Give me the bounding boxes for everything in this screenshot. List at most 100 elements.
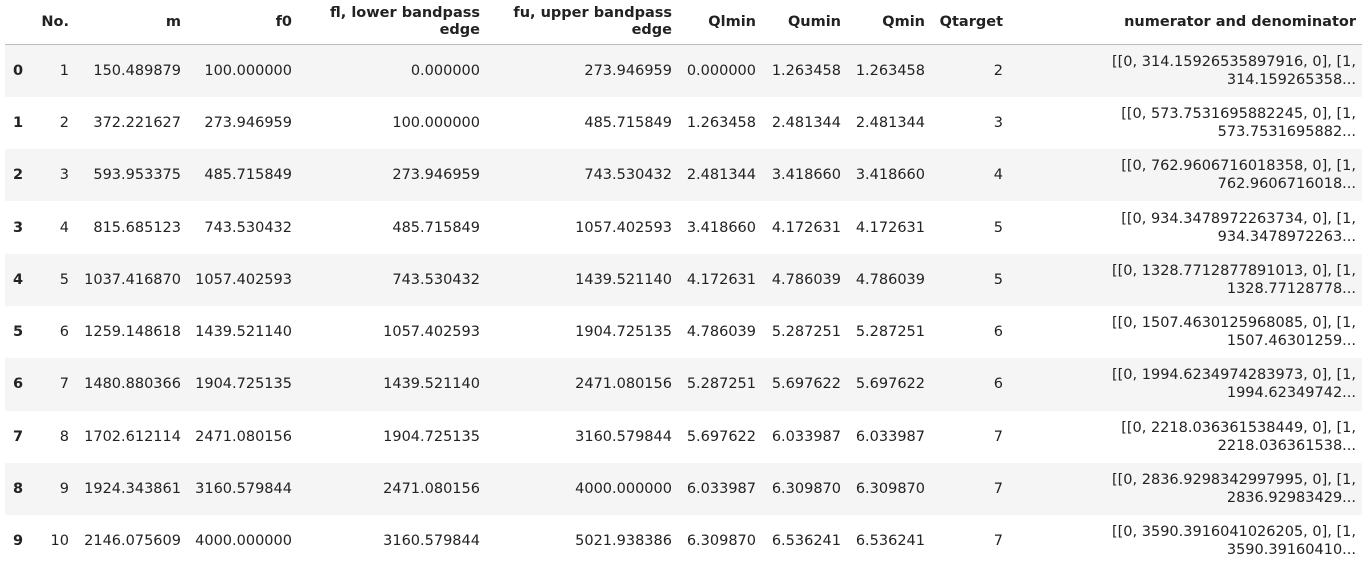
nd-line-1: [[0, 3590.3916041026205, 0], [1,	[1111, 524, 1356, 541]
nd-line-2: 762.9606716018...	[1217, 176, 1356, 193]
cell-no: 5	[59, 271, 69, 288]
cell-qumin: 2.481344	[771, 114, 841, 131]
cell-numerator-denominator: [[0, 2218.036361538449, 0], [1, 2218.036…	[1009, 411, 1362, 463]
cell-qmin: 3.418660	[855, 167, 925, 184]
cell-qumin: 3.418660	[771, 167, 841, 184]
cell-qtarget: 7	[993, 428, 1003, 445]
header-index	[5, 0, 35, 45]
cell-fl: 273.946959	[392, 167, 480, 184]
table-row: 8 9 1924.343861 3160.579844 2471.080156 …	[5, 462, 1362, 516]
nd-line-1: [[0, 1328.7712877891013, 0], [1,	[1111, 262, 1356, 279]
cell-qmin: 1.263458	[855, 62, 925, 79]
cell-qlmin: 6.309870	[686, 533, 756, 550]
cell-no: 10	[50, 533, 69, 550]
row-index: 4	[13, 271, 24, 288]
cell-qlmin: 1.263458	[686, 114, 756, 131]
cell-qtarget: 7	[993, 533, 1003, 550]
cell-fl: 3160.579844	[383, 533, 480, 550]
cell-m: 1259.148618	[84, 324, 181, 341]
cell-qtarget: 6	[993, 324, 1003, 341]
nd-line-1: [[0, 2218.036361538449, 0], [1,	[1121, 419, 1356, 436]
header-qlmin: Qlmin	[678, 0, 762, 45]
cell-qlmin: 4.786039	[686, 324, 756, 341]
nd-line-2: 314.159265358...	[1226, 71, 1356, 88]
header-row: No. m f0 fl, lower bandpass edge fu, upp…	[5, 0, 1362, 45]
table-row: 1 2 372.221627 273.946959 100.000000 485…	[5, 97, 1362, 149]
cell-qumin: 6.033987	[771, 428, 841, 445]
cell-f0: 2471.080156	[195, 428, 292, 445]
header-fl: fl, lower bandpass edge	[298, 0, 486, 45]
cell-numerator-denominator: [[0, 3590.3916041026205, 0], [1, 3590.39…	[1009, 515, 1362, 567]
nd-line-2: 2218.036361538...	[1217, 437, 1356, 454]
nd-line-2: 1507.46301259...	[1226, 333, 1356, 350]
table-row: 6 7 1480.880366 1904.725135 1439.521140 …	[5, 358, 1362, 411]
cell-fu: 1057.402593	[575, 219, 672, 236]
header-qtarget: Qtarget	[931, 0, 1009, 45]
cell-fl: 1904.725135	[383, 428, 480, 445]
cell-m: 1702.612114	[84, 428, 181, 445]
cell-fu: 273.946959	[584, 62, 672, 79]
table-row: 3 4 815.685123 743.530432 485.715849 105…	[5, 201, 1362, 253]
cell-m: 815.685123	[93, 219, 181, 236]
header-qumin: Qumin	[762, 0, 847, 45]
cell-qmin: 6.033987	[855, 428, 925, 445]
nd-line-1: [[0, 762.9606716018358, 0], [1,	[1121, 158, 1356, 175]
cell-qlmin: 4.172631	[686, 271, 756, 288]
cell-numerator-denominator: [[0, 1507.4630125968085, 0], [1, 1507.46…	[1009, 306, 1362, 358]
row-index: 9	[13, 533, 24, 550]
dataframe-table: No. m f0 fl, lower bandpass edge fu, upp…	[5, 0, 1362, 567]
cell-m: 593.953375	[93, 167, 181, 184]
cell-f0: 1904.725135	[195, 376, 292, 393]
cell-qlmin: 5.287251	[686, 376, 756, 393]
cell-qmin: 6.309870	[855, 481, 925, 498]
cell-fl: 0.000000	[410, 62, 480, 79]
cell-m: 372.221627	[93, 114, 181, 131]
nd-line-2: 3590.39160410...	[1226, 542, 1356, 559]
table-row: 9 10 2146.075609 4000.000000 3160.579844…	[5, 515, 1362, 567]
cell-fu: 4000.000000	[575, 481, 672, 498]
cell-qmin: 2.481344	[855, 114, 925, 131]
cell-f0: 4000.000000	[195, 533, 292, 550]
cell-fl: 485.715849	[392, 219, 480, 236]
cell-qmin: 5.697622	[855, 376, 925, 393]
cell-qtarget: 7	[993, 481, 1003, 498]
nd-line-1: [[0, 573.7531695882245, 0], [1,	[1121, 105, 1356, 122]
nd-line-2: 573.7531695882...	[1217, 123, 1356, 140]
table-body: 0 1 150.489879 100.000000 0.000000 273.9…	[5, 44, 1362, 568]
cell-qtarget: 4	[993, 167, 1003, 184]
cell-f0: 273.946959	[204, 114, 292, 131]
cell-f0: 3160.579844	[195, 481, 292, 498]
cell-fu: 743.530432	[584, 167, 672, 184]
nd-line-2: 934.3478972263...	[1217, 228, 1356, 245]
cell-fu: 5021.938386	[575, 533, 672, 550]
nd-line-1: [[0, 314.15926535897916, 0], [1,	[1111, 53, 1356, 70]
cell-qumin: 4.786039	[771, 271, 841, 288]
row-index: 8	[13, 481, 24, 498]
cell-f0: 100.000000	[204, 62, 292, 79]
row-index: 5	[13, 324, 24, 341]
cell-f0: 485.715849	[204, 167, 292, 184]
cell-no: 6	[59, 324, 69, 341]
cell-no: 3	[59, 167, 69, 184]
cell-fu: 1904.725135	[575, 324, 672, 341]
cell-fu: 3160.579844	[575, 428, 672, 445]
cell-m: 1037.416870	[84, 271, 181, 288]
cell-qtarget: 3	[993, 114, 1003, 131]
table-row: 5 6 1259.148618 1439.521140 1057.402593 …	[5, 306, 1362, 358]
cell-fu: 1439.521140	[575, 271, 672, 288]
header-fu: fu, upper bandpass edge	[486, 0, 678, 45]
header-numerator-denominator: numerator and denominator	[1009, 0, 1362, 45]
cell-qtarget: 5	[993, 219, 1003, 236]
cell-qlmin: 3.418660	[686, 219, 756, 236]
cell-qumin: 4.172631	[771, 219, 841, 236]
cell-m: 2146.075609	[84, 533, 181, 550]
cell-qlmin: 5.697622	[686, 428, 756, 445]
nd-line-1: [[0, 1507.4630125968085, 0], [1,	[1111, 315, 1356, 332]
cell-m: 1480.880366	[84, 376, 181, 393]
cell-no: 7	[59, 376, 69, 393]
cell-qtarget: 2	[993, 62, 1003, 79]
cell-qtarget: 6	[993, 376, 1003, 393]
nd-line-1: [[0, 934.3478972263734, 0], [1,	[1121, 210, 1356, 227]
cell-qumin: 5.697622	[771, 376, 841, 393]
